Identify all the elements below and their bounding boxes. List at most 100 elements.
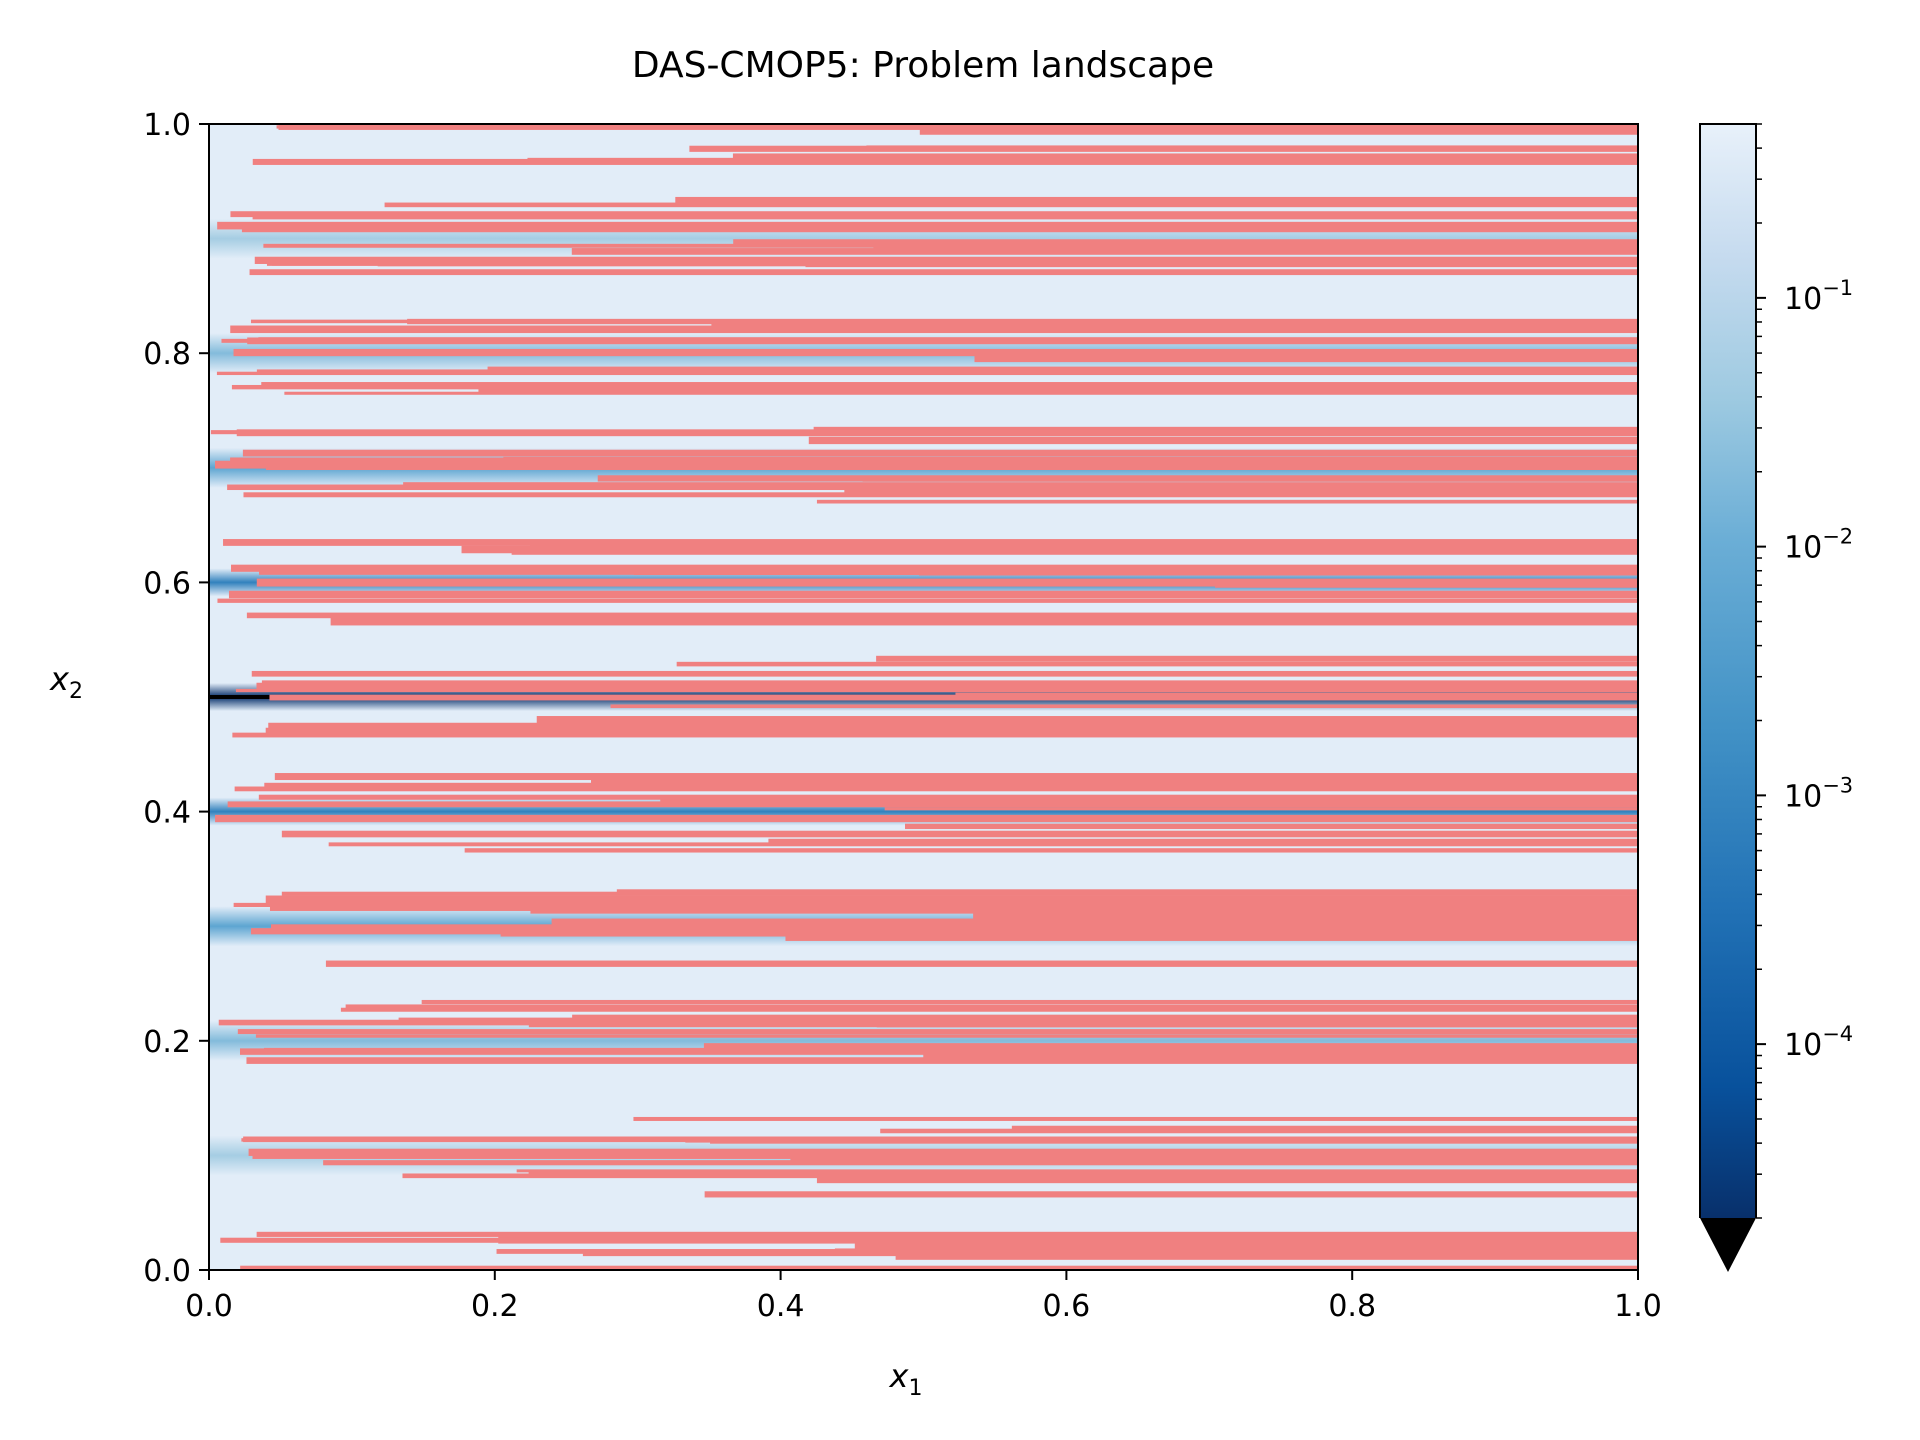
infeasible-stripe — [616, 889, 1638, 895]
infeasible-stripe — [323, 1160, 1638, 1166]
x-tick-label: 0.6 — [1043, 1289, 1091, 1324]
infeasible-stripe — [528, 1170, 1638, 1176]
infeasible-stripe — [421, 999, 1638, 1005]
x-tick-label: 0.0 — [185, 1289, 233, 1324]
infeasible-stripe — [582, 1251, 1638, 1257]
infeasible-stripe — [243, 492, 1638, 498]
infeasible-stripe — [884, 807, 1638, 811]
infeasible-stripe — [266, 466, 1638, 471]
x-axis-label: x1 — [889, 1357, 923, 1401]
x-tick-label: 0.4 — [757, 1289, 805, 1324]
y-tick-label: 1.0 — [143, 108, 191, 143]
infeasible-stripe — [995, 782, 1638, 789]
infeasible-stripe — [266, 258, 1638, 266]
infeasible-stripe — [785, 934, 1638, 941]
infeasible-stripe — [633, 1116, 1638, 1121]
x-tick-label: 0.8 — [1328, 1289, 1376, 1324]
colorbar-gradient — [1700, 124, 1756, 1218]
infeasible-stripe — [751, 716, 1638, 721]
infeasible-stripe — [261, 382, 1638, 386]
infeasible-stripe — [345, 1004, 1638, 1009]
y-tick-label: 0.4 — [143, 796, 191, 831]
x-tick-label: 0.2 — [471, 1289, 519, 1324]
infeasible-stripe — [398, 1017, 1638, 1021]
y-tick-label: 0.2 — [143, 1025, 191, 1060]
infeasible-stripe — [240, 1265, 1638, 1270]
infeasible-stripe — [496, 1249, 1638, 1254]
infeasible-stripe — [231, 384, 1638, 390]
infeasible-stripe — [237, 1029, 1638, 1035]
infeasible-stripe — [265, 727, 1638, 735]
infeasible-stripe — [821, 1157, 1638, 1163]
infeasible-stripe — [904, 823, 1638, 830]
infeasible-stripe — [227, 801, 1638, 808]
colorbar-tick-label: 10−3 — [1784, 773, 1853, 814]
infeasible-stripe — [660, 796, 1638, 803]
infeasible-stripe — [704, 1191, 1638, 1198]
infeasible-stripe — [464, 848, 1638, 853]
y-axis-label: x2 — [49, 660, 83, 704]
infeasible-stripe — [500, 931, 1638, 937]
infeasible-stripe — [232, 732, 1638, 738]
infeasible-stripe — [230, 325, 1638, 334]
x-axis-label-subscript: 1 — [908, 1376, 922, 1401]
infeasible-stripe — [551, 918, 1638, 926]
infeasible-stripe — [274, 773, 1638, 781]
plot-frame — [208, 123, 1639, 1271]
infeasible-stripe — [246, 815, 1638, 820]
infeasible-stripe — [256, 682, 1638, 690]
infeasible-stripe — [1011, 1125, 1638, 1133]
infeasible-stripe — [919, 128, 1638, 135]
infeasible-stripe — [252, 212, 1638, 220]
infeasible-stripe — [487, 366, 1638, 374]
infeasible-stripe — [281, 830, 1638, 838]
y-tick-label: 0.8 — [143, 337, 191, 372]
infeasible-stripe — [255, 1034, 1638, 1038]
infeasible-stripe — [217, 598, 1638, 603]
infeasible-stripe — [223, 539, 1638, 546]
infeasible-stripe — [248, 1148, 1638, 1156]
infeasible-stripe — [813, 426, 1638, 434]
infeasible-stripe — [256, 1231, 1638, 1237]
infeasible-stripe — [269, 694, 1638, 701]
infeasible-stripe — [227, 484, 1638, 491]
infeasible-stripe — [216, 371, 1638, 376]
infeasible-stripe — [246, 612, 1638, 619]
infeasible-stripe — [854, 1243, 1638, 1251]
infeasible-stripe — [235, 688, 1638, 693]
colorbar-tick-label: 10−2 — [1784, 525, 1853, 566]
infeasible-stripe — [597, 475, 1638, 482]
infeasible-stripe — [696, 671, 1638, 676]
infeasible-stripe — [231, 564, 1638, 572]
infeasible-stripe — [733, 239, 1638, 246]
infeasible-stripe — [923, 1054, 1638, 1062]
infeasible-stripe — [516, 1169, 1638, 1173]
colorbar-ticks: 10−1 10−2 10−3 10−4 — [1756, 123, 1853, 1219]
infeasible-stripe — [698, 319, 1638, 324]
infeasible-stripe — [1215, 582, 1638, 588]
infeasible-stripe — [866, 145, 1638, 151]
infeasible-stripe — [768, 838, 1638, 845]
x-axis: 0.0 0.2 0.4 0.6 0.8 1.0 — [185, 1270, 1662, 1324]
heatmap-area — [209, 124, 1638, 1270]
infeasible-stripe — [284, 391, 1638, 395]
infeasible-stripe — [233, 348, 1638, 357]
y-tick-label: 0.0 — [143, 1254, 191, 1289]
infeasible-stripe — [873, 245, 1638, 252]
infeasible-stripe — [243, 1136, 1638, 1143]
infeasible-stripe — [503, 456, 1638, 465]
infeasible-stripe — [955, 323, 1638, 329]
infeasible-stripe — [263, 243, 1638, 248]
infeasible-stripe — [732, 153, 1638, 160]
infeasible-stripe — [675, 196, 1638, 205]
infeasible-stripe — [274, 461, 1638, 468]
infeasible-stripe — [249, 269, 1638, 276]
infeasible-stripe — [402, 1173, 1638, 1179]
infeasible-stripe — [325, 960, 1638, 967]
colorbar-tick-label: 10−4 — [1784, 1022, 1853, 1063]
infeasible-stripe — [876, 655, 1638, 662]
x-tick-label: 1.0 — [1614, 1289, 1662, 1324]
infeasible-stripe — [808, 436, 1638, 445]
infeasible-stripe — [876, 1019, 1638, 1028]
